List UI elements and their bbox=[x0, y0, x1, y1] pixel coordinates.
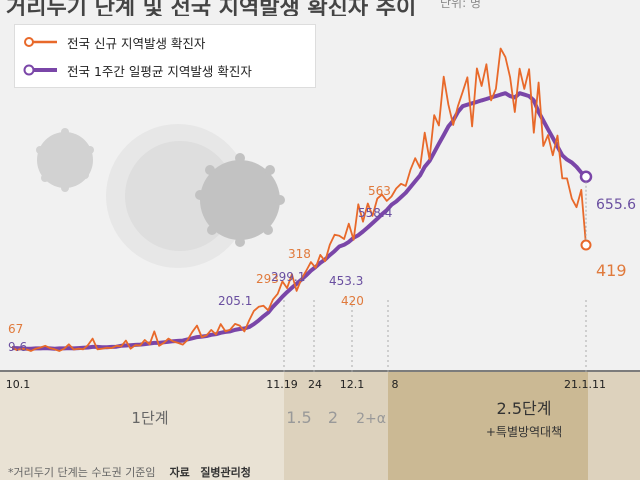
x-tick-label: 11.19 bbox=[266, 378, 298, 391]
annotation-avg: 205.1 bbox=[218, 294, 252, 308]
footer-note: *거리두기 단계는 수도권 기준임 자료 질병관리청 bbox=[8, 464, 251, 480]
chart-title: 거리두기 단계 및 전국 지역발생 확진자 추이 bbox=[6, 0, 417, 16]
avg-end-marker bbox=[579, 170, 593, 183]
stage-label: 1단계 bbox=[131, 409, 168, 427]
stage-label: 2.5단계 bbox=[497, 399, 552, 418]
x-axis: 10.1 11.19 24 12.1 8 21.1.11 bbox=[6, 378, 606, 391]
x-tick-label: 21.1.11 bbox=[564, 378, 606, 391]
annotation-avg: 299.1 bbox=[271, 270, 305, 284]
title-strip: 거리두기 단계 및 전국 지역발생 확진자 추이 단위: 명 bbox=[0, 0, 640, 16]
daily-end-marker bbox=[580, 239, 592, 251]
stage-label: 2 bbox=[328, 408, 338, 427]
footer-text: *거리두기 단계는 수도권 기준임 bbox=[8, 466, 156, 479]
legend-item-daily: 전국 신규 지역발생 확진자 bbox=[23, 33, 205, 51]
x-tick-label: 8 bbox=[392, 378, 399, 391]
x-tick-label: 10.1 bbox=[6, 378, 31, 391]
footer-source-value: 질병관리청 bbox=[200, 466, 251, 479]
annotation-avg: 9.6 bbox=[8, 340, 27, 354]
x-tick-label: 24 bbox=[308, 378, 322, 391]
stage-label: 1.5 bbox=[286, 408, 311, 427]
unit-label: 단위: 명 bbox=[440, 0, 481, 10]
stage-label: 2+α bbox=[356, 411, 386, 427]
annotation-daily: 318 bbox=[288, 247, 311, 261]
annotation-avg: 453.3 bbox=[329, 274, 363, 288]
legend-avg-swatch bbox=[23, 64, 57, 76]
annotation-avg: 655.6 bbox=[596, 197, 636, 213]
data-annotations: 67 9.6 293 318 205.1 299.1 453.3 420 563 558.4 655… bbox=[8, 184, 636, 354]
annotation-daily: 419 bbox=[596, 261, 627, 280]
series-lines bbox=[11, 47, 593, 352]
legend: 전국 신규 지역발생 확진자 전국 1주간 일평균 지역발생 확진자 bbox=[14, 24, 316, 88]
series-daily-line bbox=[11, 47, 587, 352]
legend-daily-label: 전국 신규 지역발생 확진자 bbox=[67, 35, 206, 51]
series-avg-line bbox=[12, 91, 588, 351]
annotation-daily: 293 bbox=[256, 272, 279, 286]
stage-bands bbox=[0, 300, 640, 480]
legend-avg-label: 전국 1주간 일평균 지역발생 확진자 bbox=[67, 63, 252, 79]
annotation-daily: 420 bbox=[341, 294, 364, 308]
annotation-daily: 67 bbox=[8, 322, 23, 336]
x-tick-label: 12.1 bbox=[340, 378, 365, 391]
annotation-avg: 558.4 bbox=[358, 206, 392, 220]
stage-labels: 1단계 1.5 2 2+α 2.5단계 +특별방역대책 bbox=[131, 399, 562, 439]
legend-daily-swatch bbox=[24, 37, 57, 47]
stage-sublabel: +특별방역대책 bbox=[486, 424, 562, 439]
stage-band-2 bbox=[388, 372, 588, 480]
annotation-daily: 563 bbox=[368, 184, 391, 198]
legend-item-avg: 전국 1주간 일평균 지역발생 확진자 bbox=[23, 61, 252, 79]
virus-illustration-icon bbox=[36, 124, 285, 268]
footer-source-label: 자료 bbox=[169, 466, 190, 479]
